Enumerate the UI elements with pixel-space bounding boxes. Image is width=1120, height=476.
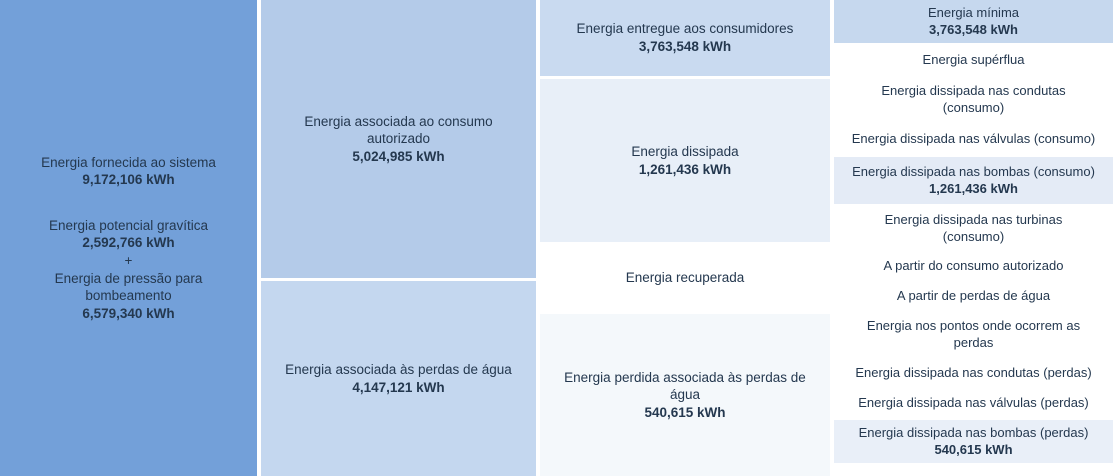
cell-label: Energia dissipada nas bombas (consumo) [852,163,1095,179]
cell-dissipada-turbinas-consumo: Energia dissipada nas turbinas (consumo) [834,207,1113,250]
cell-value: 1,261,436 kWh [929,180,1018,196]
cell-energia-superflua: Energia supérflua [834,46,1113,75]
energia-fornecida-block: Energia fornecida ao sistema 9,172,106 k… [41,154,216,189]
cell-energia-entregue-consumidores: Energia entregue aos consumidores 3,763,… [540,0,830,76]
cell-dissipada-valvulas-perdas: Energia dissipada nas válvulas (perdas) [834,390,1113,417]
cell-label: Energia dissipada nas condutas (consumo) [881,83,1066,115]
cell-energia-recuperada: Energia recuperada [540,245,830,311]
column-entregue-dissipada: Energia entregue aos consumidores 3,763,… [540,0,830,476]
energia-potencial-pressao-block: Energia potencial gravítica 2,592,766 kW… [26,217,231,322]
cell-energia-pontos-perdas: Energia nos pontos onde ocorrem as perda… [834,313,1113,357]
cell-label: Energia dissipada nas bombas (perdas) [858,424,1089,440]
cell-dissipada-bombas-perdas: Energia dissipada nas bombas (perdas) 54… [834,420,1113,463]
cell-value: 4,147,121 kWh [352,379,445,395]
cell-label: Energia recuperada [625,270,745,286]
cell-label: A partir de perdas de água [896,288,1051,304]
cell-label: Energia potencial gravítica [48,217,209,233]
cell-label: Energia associada ao consumo autorizado [304,113,493,147]
cell-value: 540,615 kWh [934,441,1013,457]
cell-label: Energia associada às perdas de água [285,361,512,377]
cell-energia-perdida-perdas-agua: Energia perdida associada às perdas de á… [540,314,830,476]
cell-dissipada-valvulas-consumo: Energia dissipada nas válvulas (consumo) [834,125,1113,154]
cell-label: Energia dissipada nas condutas (perdas) [855,365,1092,381]
cell-dissipada-condutas-consumo: Energia dissipada nas condutas (consumo) [834,78,1113,122]
cell-label: Energia mínima [927,4,1020,20]
cell-value: 5,024,985 kWh [352,148,445,164]
column-detalhe: Energia mínima 3,763,548 kWh Energia sup… [834,0,1113,476]
cell-label: Energia perdida associada às perdas de á… [564,369,806,403]
cell-energia-minima: Energia mínima 3,763,548 kWh [834,0,1113,43]
cell-label: Energia dissipada nas turbinas (consumo) [884,211,1063,244]
column-consumo-perdas: Energia associada ao consumo autorizado … [261,0,536,476]
cell-dissipada-bombas-consumo: Energia dissipada nas bombas (consumo) 1… [834,157,1113,204]
cell-energia-fornecida-ao-sistema: Energia fornecida ao sistema 9,172,106 k… [0,0,257,476]
cell-energia-perdas-agua: Energia associada às perdas de água 4,14… [261,281,536,476]
cell-label: Energia dissipada nas válvulas (consumo) [851,131,1096,147]
cell-label: Energia nos pontos onde ocorrem as perda… [866,318,1081,350]
cell-value: 6,579,340 kWh [82,305,175,321]
cell-value: 540,615 kWh [644,404,726,420]
cell-label: A partir do consumo autorizado [883,258,1064,274]
cell-label: Energia supérflua [922,52,1025,68]
cell-label: Energia entregue aos consumidores [576,21,794,37]
plus-sign: + [124,253,133,268]
cell-energia-dissipada: Energia dissipada 1,261,436 kWh [540,79,830,242]
cell-label: Energia dissipada nas válvulas (perdas) [858,395,1089,411]
cell-value: 1,261,436 kWh [638,161,732,177]
cell-dissipada-condutas-perdas: Energia dissipada nas condutas (perdas) [834,360,1113,387]
cell-value: 3,763,548 kWh [638,39,732,54]
cell-energia-consumo-autorizado: Energia associada ao consumo autorizado … [261,0,536,278]
cell-a-partir-consumo-autorizado: A partir do consumo autorizado [834,253,1113,280]
cell-label: Energia fornecida ao sistema [41,154,216,170]
cell-value: 2,592,766 kWh [82,235,175,251]
cell-value: 3,763,548 kWh [929,21,1018,37]
cell-a-partir-perdas-agua: A partir de perdas de água [834,283,1113,310]
cell-label: Energia dissipada [631,143,739,159]
cell-label: Energia de pressão para bombeamento [54,270,203,304]
cell-value: 9,172,106 kWh [82,172,175,188]
